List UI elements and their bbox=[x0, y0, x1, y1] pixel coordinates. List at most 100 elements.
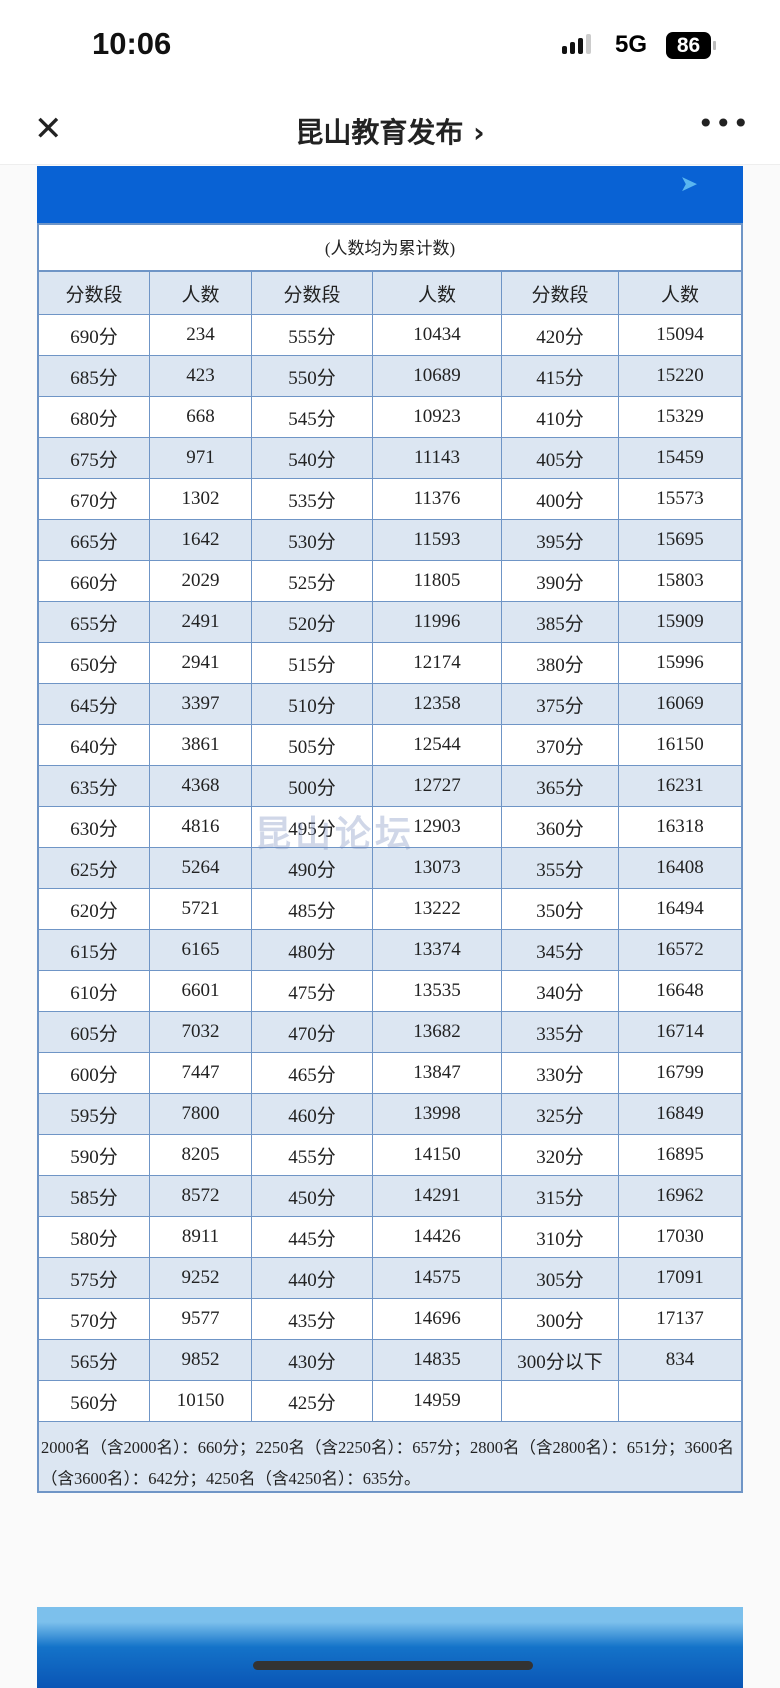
count-cell: 15220 bbox=[656, 365, 704, 386]
signal-icon bbox=[562, 34, 591, 54]
score-cell: 455分 bbox=[252, 1135, 373, 1175]
count-cell: 12903 bbox=[373, 807, 502, 847]
score-cell: 550分 bbox=[252, 356, 373, 396]
table-row: 565分 9852 430分 14835 300分以下 834 bbox=[39, 1340, 741, 1381]
battery-icon: 86 bbox=[666, 32, 716, 59]
score-cell: 385分 bbox=[502, 602, 619, 642]
score-cell: 580分 bbox=[39, 1217, 150, 1257]
score-cell: 595分 bbox=[39, 1094, 150, 1134]
table-row: 690分 234 555分 10434 420分 15094 bbox=[39, 315, 741, 356]
count-cell: 11805 bbox=[373, 561, 502, 601]
paper-plane-icon: ➤ bbox=[679, 172, 698, 197]
score-cell: 660分 bbox=[39, 561, 150, 601]
count-cell: 10689 bbox=[373, 356, 502, 396]
score-cell: 600分 bbox=[39, 1053, 150, 1093]
table-row: 660分 2029 525分 11805 390分 15803 bbox=[39, 561, 741, 602]
table-row: 675分 971 540分 11143 405分 15459 bbox=[39, 438, 741, 479]
score-cell: 325分 bbox=[502, 1094, 619, 1134]
score-cell: 300分 bbox=[502, 1299, 619, 1339]
score-cell: 465分 bbox=[252, 1053, 373, 1093]
count-cell: 6165 bbox=[150, 930, 252, 970]
count-cell: 15803 bbox=[656, 570, 704, 591]
close-icon[interactable]: ✕ bbox=[34, 109, 63, 149]
score-cell: 505分 bbox=[252, 725, 373, 765]
score-cell: 535分 bbox=[252, 479, 373, 519]
count-cell: 14959 bbox=[373, 1381, 502, 1421]
count-cell: 14426 bbox=[373, 1217, 502, 1257]
score-cell: 520分 bbox=[252, 602, 373, 642]
table-row: 560分 10150 425分 14959 bbox=[39, 1381, 741, 1422]
score-table: (人数均为累计数) 分数段 人数 分数段 人数 分数段 人数 690分 234 555分 104… bbox=[37, 223, 743, 1493]
column-header: 人数 bbox=[373, 272, 502, 314]
table-row: 685分 423 550分 10689 415分 15220 bbox=[39, 356, 741, 397]
count-cell: 1642 bbox=[150, 520, 252, 560]
column-header: 分数段 bbox=[39, 272, 150, 314]
score-cell: 400分 bbox=[502, 479, 619, 519]
network-type: 5G bbox=[615, 31, 648, 58]
count-cell: 14291 bbox=[373, 1176, 502, 1216]
count-cell: 3397 bbox=[150, 684, 252, 724]
score-cell: 335分 bbox=[502, 1012, 619, 1052]
count-cell: 17137 bbox=[656, 1308, 704, 1329]
count-cell: 13998 bbox=[373, 1094, 502, 1134]
count-cell: 16799 bbox=[656, 1062, 704, 1083]
table-row: 620分 5721 485分 13222 350分 16494 bbox=[39, 889, 741, 930]
count-cell: 16069 bbox=[656, 693, 704, 714]
count-cell: 13073 bbox=[373, 848, 502, 888]
count-cell: 16150 bbox=[656, 734, 704, 755]
score-cell: 675分 bbox=[39, 438, 150, 478]
score-cell: 320分 bbox=[502, 1135, 619, 1175]
table-row: 680分 668 545分 10923 410分 15329 bbox=[39, 397, 741, 438]
more-icon[interactable]: ••• bbox=[697, 107, 750, 140]
score-cell: 440分 bbox=[252, 1258, 373, 1298]
score-cell: 555分 bbox=[252, 315, 373, 355]
score-cell: 360分 bbox=[502, 807, 619, 847]
score-cell: 410分 bbox=[502, 397, 619, 437]
count-cell: 12727 bbox=[373, 766, 502, 806]
table-row: 615分 6165 480分 13374 345分 16572 bbox=[39, 930, 741, 971]
account-title[interactable]: 昆山教育发布 › bbox=[295, 116, 485, 149]
score-cell: 420分 bbox=[502, 315, 619, 355]
score-cell: 655分 bbox=[39, 602, 150, 642]
count-cell: 16648 bbox=[656, 980, 704, 1001]
count-cell: 16849 bbox=[656, 1103, 704, 1124]
score-cell: 475分 bbox=[252, 971, 373, 1011]
table-header: 分数段 人数 分数段 人数 分数段 人数 bbox=[39, 272, 741, 315]
score-cell: 395分 bbox=[502, 520, 619, 560]
score-cell: 330分 bbox=[502, 1053, 619, 1093]
count-cell: 11996 bbox=[373, 602, 502, 642]
count-cell: 2491 bbox=[150, 602, 252, 642]
count-cell: 10923 bbox=[373, 397, 502, 437]
table-row: 580分 8911 445分 14426 310分 17030 bbox=[39, 1217, 741, 1258]
score-cell: 345分 bbox=[502, 930, 619, 970]
count-cell: 17030 bbox=[656, 1226, 704, 1247]
count-cell: 8205 bbox=[150, 1135, 252, 1175]
count-cell: 13682 bbox=[373, 1012, 502, 1052]
score-cell: 665分 bbox=[39, 520, 150, 560]
count-cell: 15573 bbox=[656, 488, 704, 509]
table-note: (人数均为累计数) bbox=[39, 225, 741, 272]
score-cell: 435分 bbox=[252, 1299, 373, 1339]
score-cell: 510分 bbox=[252, 684, 373, 724]
footnote: 2000名（含2000名）：660分；2250名（含2250名）：657分；28… bbox=[39, 1422, 741, 1491]
score-cell: 490分 bbox=[252, 848, 373, 888]
score-cell: 685分 bbox=[39, 356, 150, 396]
count-cell: 14696 bbox=[373, 1299, 502, 1339]
count-cell: 11593 bbox=[373, 520, 502, 560]
score-cell: 575分 bbox=[39, 1258, 150, 1298]
score-cell: 450分 bbox=[252, 1176, 373, 1216]
score-cell: 430分 bbox=[252, 1340, 373, 1380]
table-row: 645分 3397 510分 12358 375分 16069 bbox=[39, 684, 741, 725]
table-row: 625分 5264 490分 13073 355分 16408 bbox=[39, 848, 741, 889]
score-cell: 590分 bbox=[39, 1135, 150, 1175]
table-row: 630分 4816 495分 12903 360分 16318 bbox=[39, 807, 741, 848]
score-cell: 620分 bbox=[39, 889, 150, 929]
count-cell: 12174 bbox=[373, 643, 502, 683]
table-row: 610分 6601 475分 13535 340分 16648 bbox=[39, 971, 741, 1012]
count-cell: 4368 bbox=[150, 766, 252, 806]
home-indicator bbox=[253, 1661, 533, 1670]
count-cell: 8572 bbox=[150, 1176, 252, 1216]
score-cell: 365分 bbox=[502, 766, 619, 806]
count-cell: 9577 bbox=[150, 1299, 252, 1339]
count-cell: 11376 bbox=[373, 479, 502, 519]
